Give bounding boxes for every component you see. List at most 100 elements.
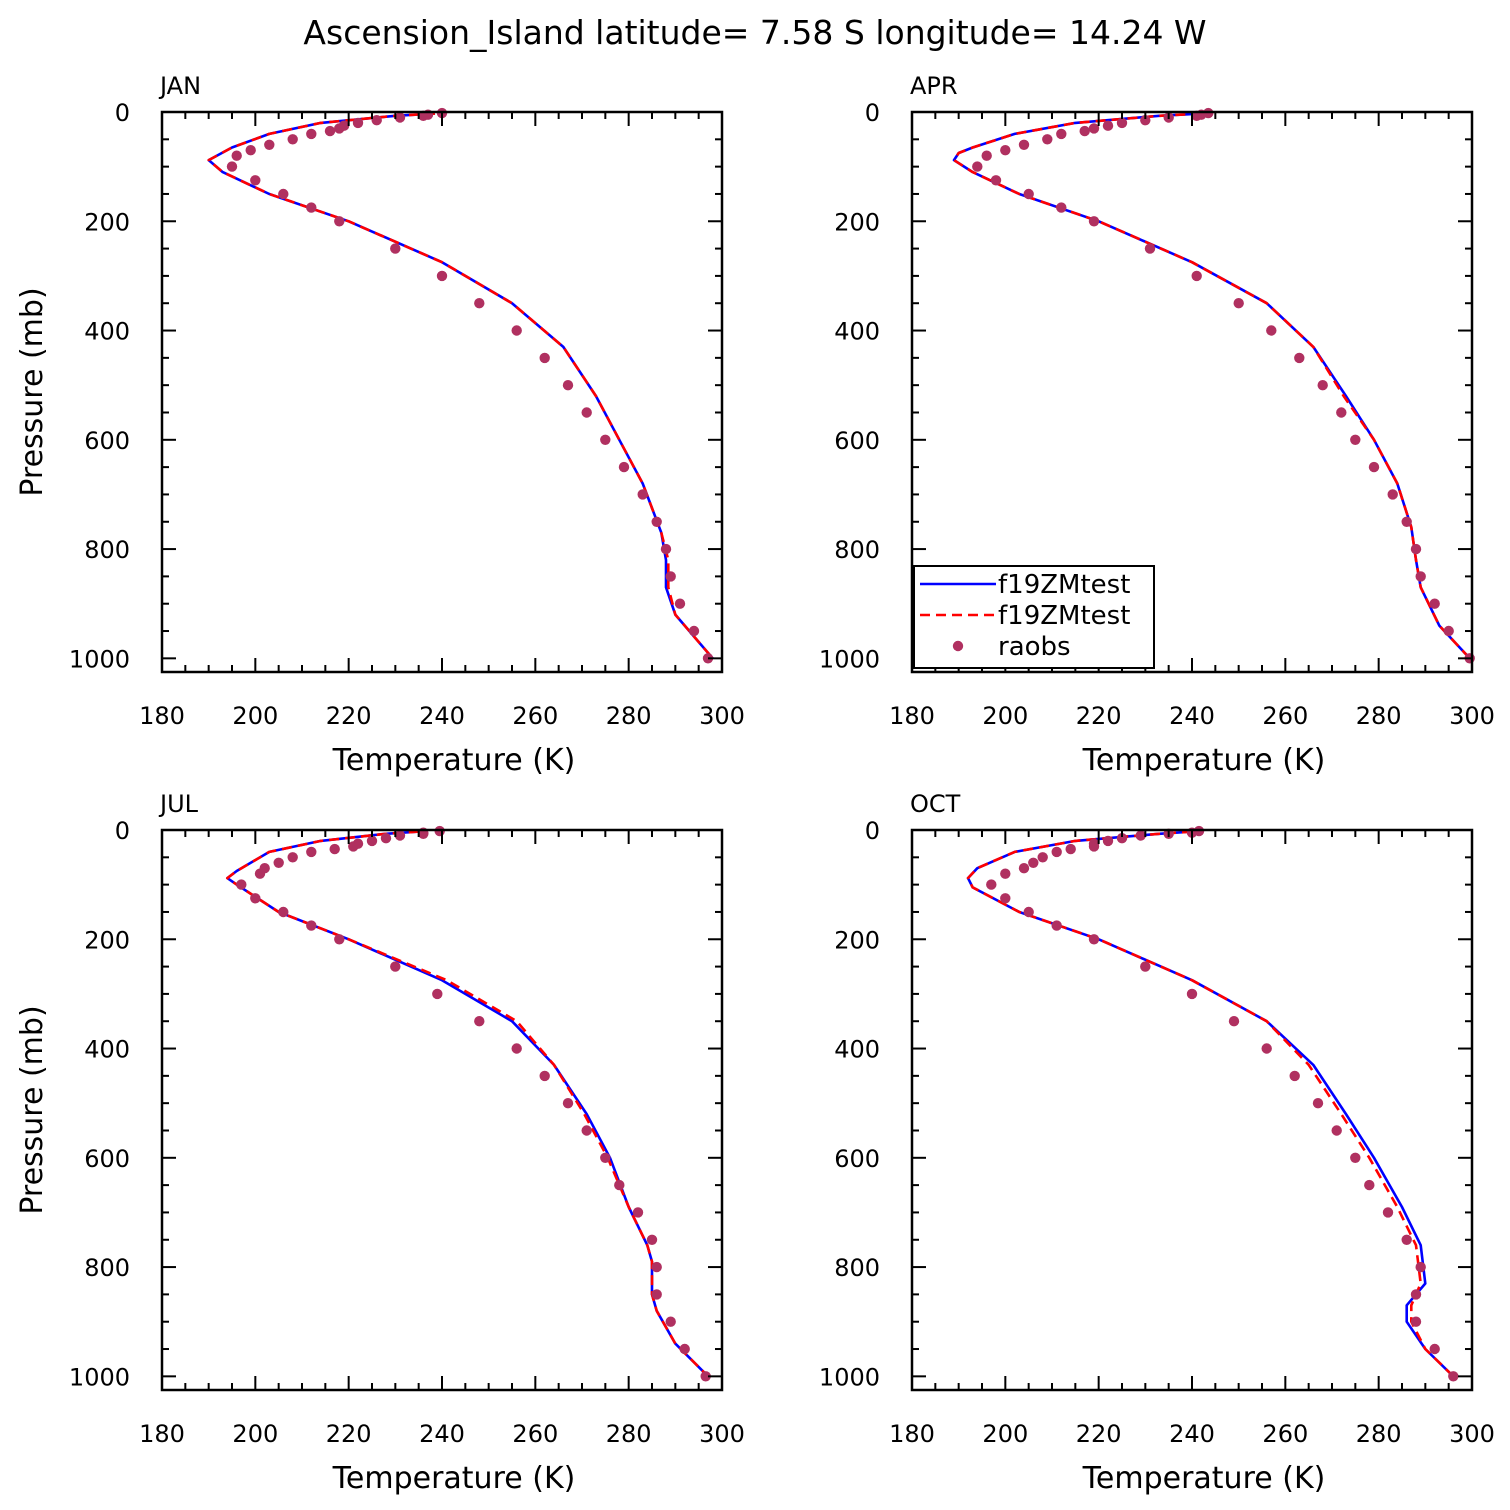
x-tick-label: 260 xyxy=(512,702,558,730)
x-tick-label: 200 xyxy=(232,702,278,730)
x-tick-label: 260 xyxy=(1262,1420,1308,1448)
axes-frame xyxy=(160,110,724,674)
legend-label: f19ZMtest xyxy=(998,601,1130,631)
raobs-point xyxy=(1382,1207,1394,1218)
legend-item: f19ZMtest xyxy=(920,601,1130,631)
raobs-point xyxy=(1140,961,1151,972)
y-tick-label: 0 xyxy=(115,817,130,845)
raobs-point xyxy=(264,139,275,150)
y-tick-label: 200 xyxy=(834,926,880,954)
raobs-point xyxy=(651,516,662,527)
raobs-point xyxy=(1102,835,1114,847)
y-tick-label: 800 xyxy=(84,1254,130,1282)
x-tick-label: 300 xyxy=(699,702,745,730)
raobs-point xyxy=(1051,920,1062,931)
x-axis-title: Temperature (K) xyxy=(332,743,576,778)
x-axis-title: Temperature (K) xyxy=(1082,1461,1326,1496)
raobs-point xyxy=(1037,852,1048,863)
axes-frame xyxy=(160,828,724,1392)
raobs-point xyxy=(1410,1316,1422,1327)
y-tick-label: 800 xyxy=(834,536,880,564)
raobs-point xyxy=(1135,830,1146,841)
raobs-point xyxy=(371,115,382,126)
plot-area xyxy=(226,825,711,1382)
raobs-point xyxy=(1228,1016,1240,1027)
x-tick-label: 300 xyxy=(1449,1420,1495,1448)
y-tick-label: 400 xyxy=(834,1036,880,1064)
y-tick-label: 600 xyxy=(834,1145,880,1173)
raobs-point xyxy=(1088,216,1100,227)
model-dashed-line xyxy=(952,112,1471,660)
raobs-point xyxy=(539,1070,550,1082)
raobs-point xyxy=(1410,1289,1422,1300)
plot-area xyxy=(966,825,1459,1382)
raobs-point xyxy=(1018,139,1030,150)
raobs-point xyxy=(1368,461,1380,473)
y-tick-label: 1000 xyxy=(69,1363,130,1391)
y-tick-label: 400 xyxy=(834,318,880,346)
raobs-point xyxy=(618,461,630,473)
panel-label: APR xyxy=(910,72,958,100)
panel-jul: JUL 180 200 220 240 260 280 300 0 200 400 600 800 100… xyxy=(15,790,745,1496)
raobs-point xyxy=(1415,1261,1426,1273)
raobs-point xyxy=(1144,243,1156,254)
raobs-point xyxy=(614,1179,625,1191)
x-tick-label: 280 xyxy=(1356,702,1402,730)
raobs-point xyxy=(1018,863,1030,874)
raobs-point xyxy=(1350,1152,1361,1164)
x-tick-label: 180 xyxy=(889,1420,935,1448)
raobs-point xyxy=(1336,407,1347,418)
x-tick-label: 220 xyxy=(326,1420,372,1448)
raobs-point xyxy=(972,161,983,172)
raobs-point xyxy=(1317,380,1328,391)
x-tick-label: 180 xyxy=(889,702,935,730)
raobs-point xyxy=(646,1234,658,1246)
raobs-point xyxy=(1401,1234,1412,1246)
raobs-point xyxy=(562,1098,574,1109)
raobs-point xyxy=(1429,1343,1440,1355)
raobs-point xyxy=(581,1125,592,1136)
raobs-point xyxy=(1042,134,1053,145)
raobs-point xyxy=(1000,145,1011,156)
x-tick-label: 280 xyxy=(606,702,652,730)
y-tick-label: 600 xyxy=(834,427,880,455)
y-tick-label: 400 xyxy=(84,318,130,346)
x-tick-label: 300 xyxy=(1449,702,1495,730)
raobs-point xyxy=(700,1371,711,1382)
x-tick-label: 200 xyxy=(982,702,1028,730)
raobs-point xyxy=(1140,115,1151,126)
raobs-point xyxy=(250,175,261,186)
raobs-point xyxy=(1294,352,1305,364)
x-tick-label: 240 xyxy=(419,1420,465,1448)
x-tick-label: 180 xyxy=(139,702,185,730)
plot-area xyxy=(207,107,714,664)
raobs-point xyxy=(394,112,406,123)
x-tick-label: 200 xyxy=(982,1420,1028,1448)
raobs-point xyxy=(245,145,256,156)
raobs-point xyxy=(1233,298,1244,309)
raobs-point xyxy=(1415,571,1426,582)
raobs-point xyxy=(539,352,550,364)
x-tick-label: 220 xyxy=(1076,1420,1122,1448)
x-tick-label: 180 xyxy=(139,1420,185,1448)
raobs-point xyxy=(306,846,317,858)
raobs-point xyxy=(674,598,686,609)
raobs-point xyxy=(1410,543,1422,555)
raobs-point xyxy=(278,188,289,200)
raobs-point xyxy=(287,134,298,145)
x-tick-label: 280 xyxy=(606,1420,652,1448)
y-tick-label: 0 xyxy=(115,99,130,127)
raobs-point xyxy=(562,380,574,391)
raobs-point xyxy=(1028,857,1039,868)
x-tick-label: 260 xyxy=(512,1420,558,1448)
axes-frame xyxy=(910,828,1474,1392)
model-solid-line xyxy=(966,830,1455,1378)
raobs-point xyxy=(329,843,340,855)
raobs-point xyxy=(688,625,700,637)
raobs-point xyxy=(334,216,345,227)
raobs-point xyxy=(1102,120,1114,131)
x-tick-label: 220 xyxy=(1076,702,1122,730)
raobs-point xyxy=(1266,325,1277,336)
y-tick-label: 0 xyxy=(865,99,880,127)
